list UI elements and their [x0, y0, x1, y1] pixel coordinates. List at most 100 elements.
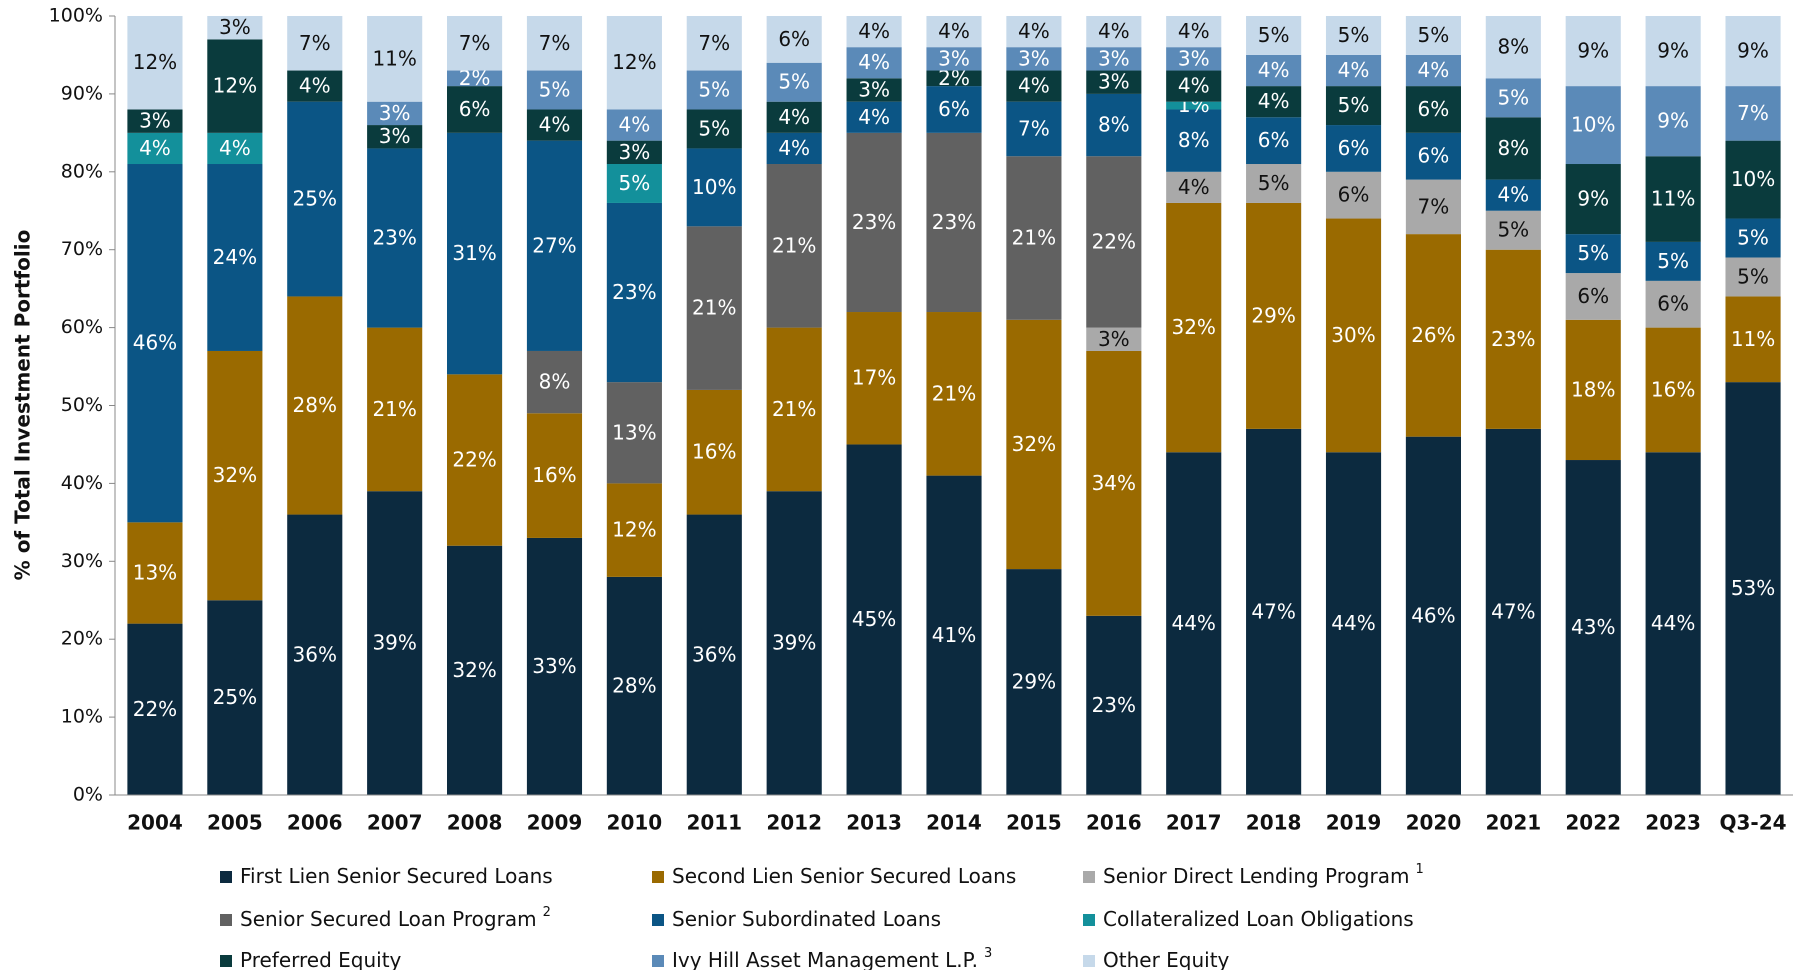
bar-segment — [606, 576, 662, 795]
x-tick-label: 2018 — [1246, 811, 1302, 835]
bar-segment — [1645, 327, 1701, 453]
bar-segment — [207, 16, 263, 40]
bar-segment — [447, 374, 503, 546]
data-label: 5% — [1737, 226, 1769, 250]
data-label: 16% — [692, 440, 736, 464]
x-tick-label: 2011 — [686, 811, 742, 835]
bar-segment — [846, 16, 902, 48]
bar-segment — [1006, 47, 1062, 71]
data-label: 13% — [133, 560, 177, 584]
y-tick-label: 80% — [61, 160, 103, 182]
bar-segment — [1325, 452, 1382, 795]
legend-swatch — [220, 871, 232, 883]
x-tick-label: 2014 — [926, 811, 982, 835]
data-label: 6% — [1338, 136, 1370, 160]
legend-label: Senior Secured Loan Program 2 — [240, 905, 551, 931]
data-label: 39% — [772, 631, 816, 655]
data-label: 26% — [1411, 323, 1455, 347]
x-tick-label: 2010 — [607, 811, 663, 835]
data-label: 43% — [1571, 615, 1615, 639]
bar-segment — [1246, 117, 1302, 165]
legend-swatch — [652, 871, 664, 883]
bar-segment — [367, 101, 423, 126]
bar-segment — [207, 39, 263, 133]
bar-segment — [1725, 382, 1781, 795]
data-label: 9% — [1657, 39, 1689, 63]
y-tick-label: 50% — [61, 394, 103, 416]
bar-segment — [1565, 460, 1621, 795]
legend-swatch — [652, 955, 664, 967]
bar-segment — [926, 475, 982, 795]
data-label: 3% — [1098, 327, 1130, 351]
data-label: 3% — [858, 78, 890, 102]
bar-segment — [1405, 54, 1461, 87]
data-label: 22% — [1092, 229, 1136, 253]
x-tick-label: 2017 — [1166, 811, 1222, 835]
bar-segment — [1565, 319, 1621, 461]
bar-segment — [846, 444, 902, 795]
data-label: 47% — [1491, 599, 1535, 623]
bar-segment — [1645, 452, 1701, 795]
x-tick-label: Q3-24 — [1720, 811, 1787, 835]
legend-label: Senior Direct Lending Program 1 — [1103, 862, 1424, 888]
data-label: 7% — [1737, 101, 1769, 125]
bar-segment — [1405, 234, 1461, 437]
data-label: 5% — [698, 116, 730, 140]
data-label: 12% — [612, 518, 656, 542]
data-label: 4% — [1178, 19, 1210, 43]
legend-name: Collateralized Loan Obligations — [1103, 907, 1414, 931]
data-label: 5% — [619, 171, 651, 195]
data-label: 5% — [778, 70, 810, 94]
bar-segment — [766, 327, 822, 492]
bar-segment — [1246, 164, 1302, 203]
data-label: 12% — [213, 74, 257, 98]
bar-segment — [606, 140, 662, 165]
bar-segment — [606, 483, 662, 577]
bar-segment — [1645, 280, 1701, 328]
data-label: 21% — [1012, 226, 1056, 250]
data-label: 17% — [852, 366, 896, 390]
data-label: 29% — [1251, 303, 1295, 327]
data-label: 11% — [372, 46, 416, 70]
bar-segment — [127, 522, 183, 624]
bar-segment — [1485, 117, 1541, 180]
data-label: 4% — [1178, 74, 1210, 98]
data-label: 5% — [1577, 241, 1609, 265]
data-label: 5% — [1737, 264, 1769, 288]
data-label: 16% — [1651, 377, 1695, 401]
bar-segment — [1166, 47, 1222, 71]
bar-segment — [1725, 16, 1781, 87]
y-tick-label: 40% — [61, 472, 103, 494]
bar-segment — [1325, 54, 1382, 87]
x-tick-label: 2004 — [127, 811, 183, 835]
data-label: 3% — [379, 101, 411, 125]
bar-segment — [1166, 70, 1222, 102]
bar-segment — [1166, 171, 1222, 203]
data-label: 3% — [619, 140, 651, 164]
data-label: 6% — [1338, 183, 1370, 207]
x-tick-label: 2012 — [766, 811, 822, 835]
data-label: 5% — [1657, 249, 1689, 273]
bar-segment — [367, 148, 423, 328]
bar-segment — [127, 109, 183, 133]
data-label: 5% — [1338, 93, 1370, 117]
data-label: 21% — [372, 397, 416, 421]
bar-segment — [1485, 428, 1541, 795]
bar-segment — [926, 47, 982, 71]
data-label: 30% — [1331, 323, 1375, 347]
data-label: 53% — [1731, 576, 1775, 600]
data-label: 46% — [133, 331, 177, 355]
bar-segment — [846, 78, 902, 102]
data-label: 23% — [612, 280, 656, 304]
bar-segment — [207, 600, 263, 795]
data-label: 6% — [1577, 284, 1609, 308]
x-tick-label: 2019 — [1326, 811, 1382, 835]
bar-segment — [926, 86, 982, 133]
data-label: 5% — [539, 78, 571, 102]
bar-segment — [1565, 86, 1621, 165]
bar-segment — [1246, 428, 1302, 795]
bar-segment — [1485, 249, 1541, 429]
bar-segment — [1565, 164, 1621, 235]
data-label: 8% — [539, 370, 571, 394]
data-label: 39% — [372, 631, 416, 655]
